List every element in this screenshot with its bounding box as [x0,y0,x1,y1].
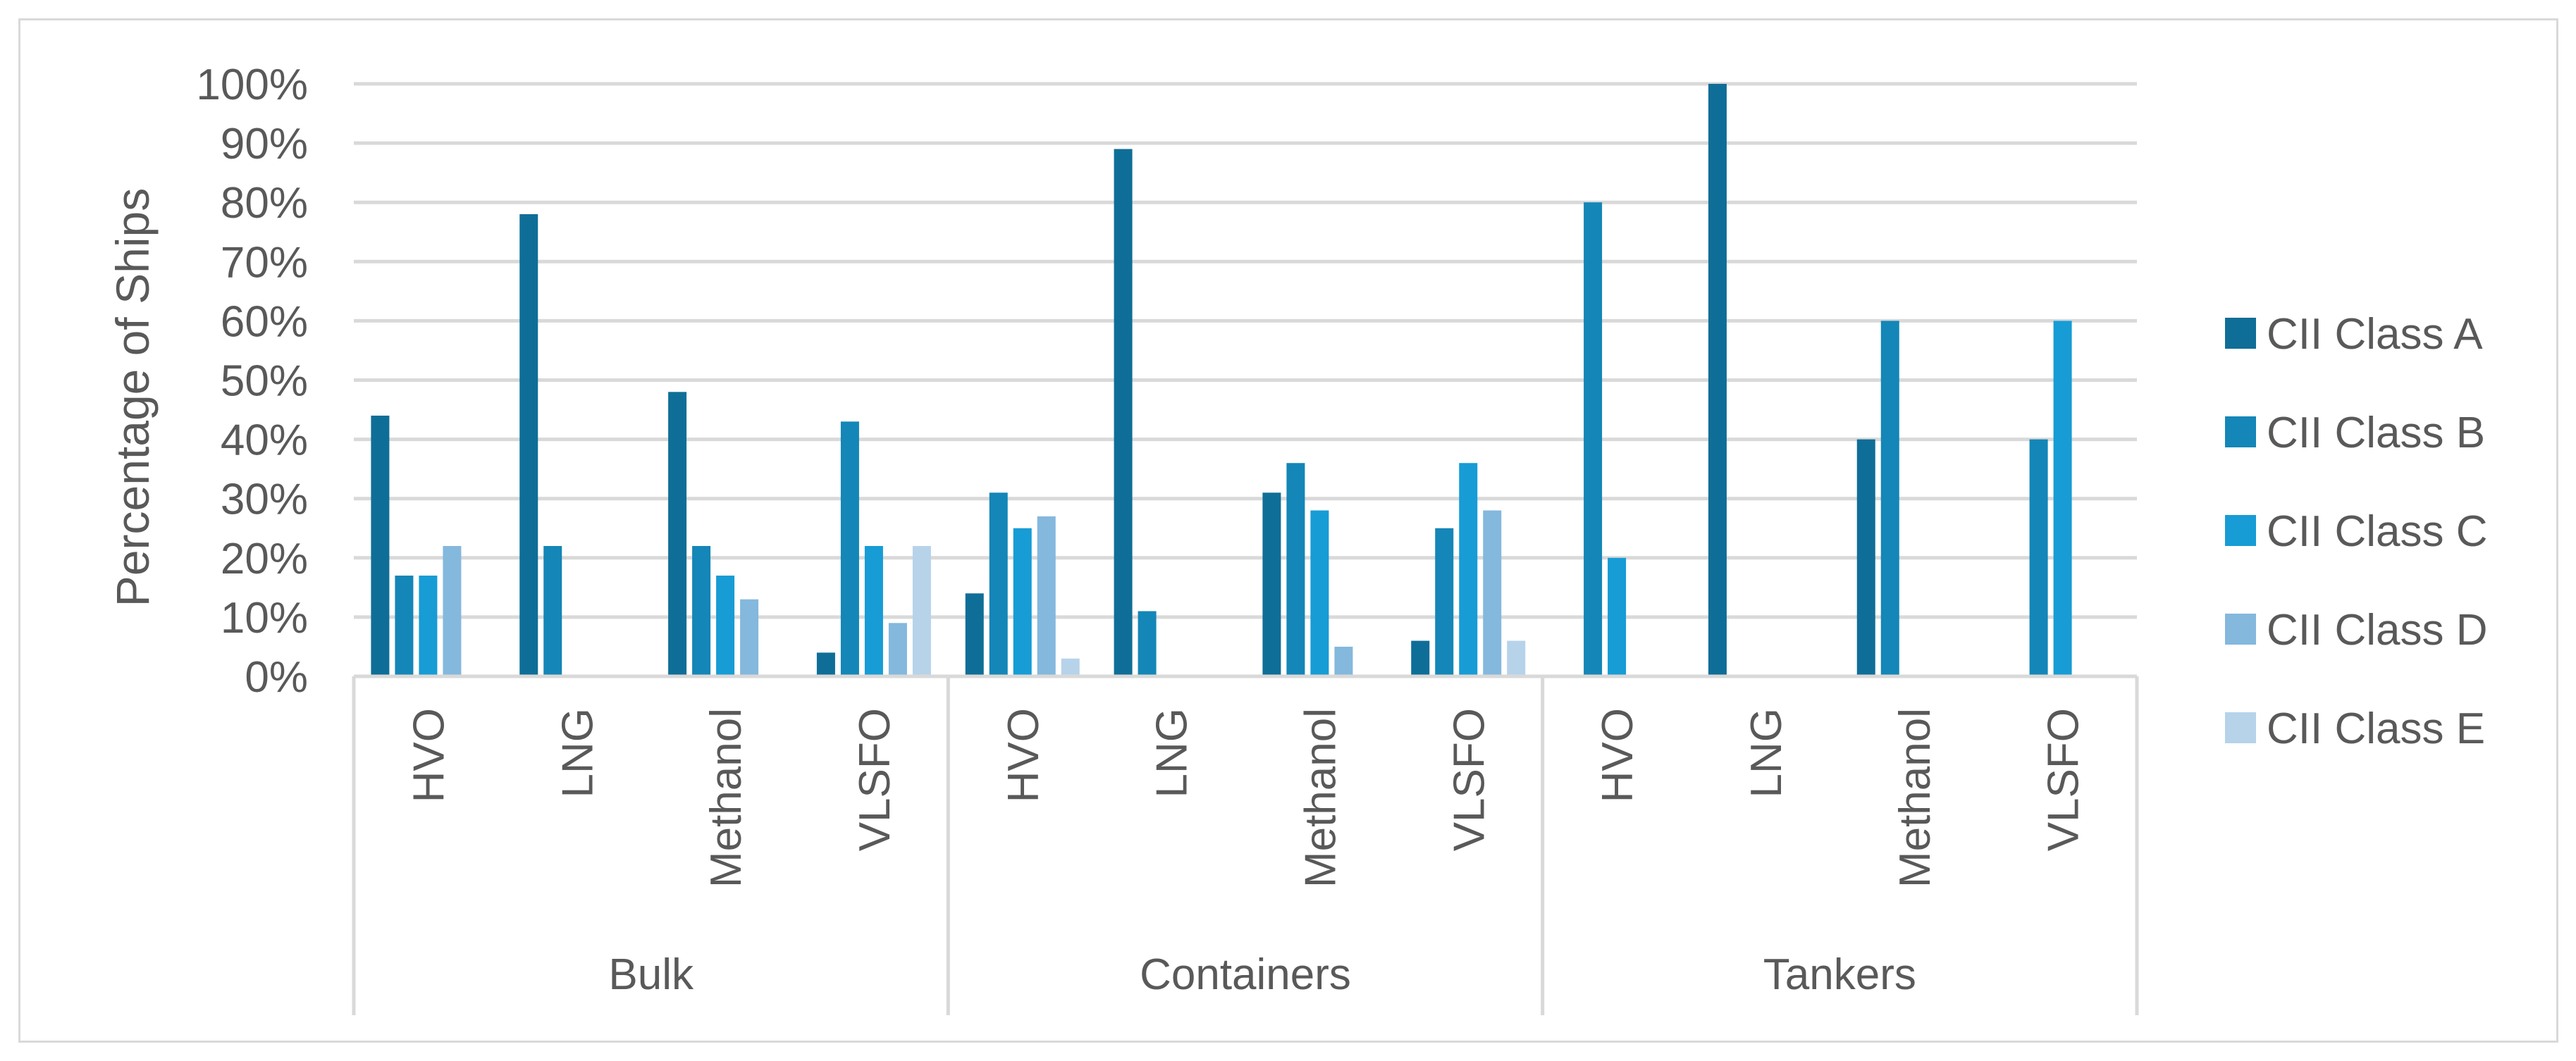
bar-cii-class-a [1708,84,1727,676]
legend-swatch [2225,614,2256,645]
legend-swatch [2225,416,2256,447]
y-tick-label: 90% [221,120,308,168]
y-tick-label: 80% [221,179,308,228]
bar-cii-class-c [2053,321,2072,676]
legend: CII Class A CII Class B CII Class C CII Cla… [2225,310,2487,753]
x-category-label: Methanol [1296,708,1345,888]
bar-cii-class-c [716,576,735,676]
x-category-label: VLSFO [851,708,899,851]
legend-label: CII Class D [2267,606,2487,654]
x-category-label: HVO [405,708,453,802]
x-category-label: VLSFO [1445,708,1493,851]
chart-frame: 0% 10% 20% 30% 40% 50% 60% 70% 80% 90% 100% HVO LNG M… [18,18,2558,1043]
x-category-label: LNG [1148,708,1197,798]
bar-cii-class-b [1286,463,1305,676]
legend-swatch [2225,712,2256,743]
y-tick-label: 10% [221,594,308,643]
bar-cii-class-e [912,545,931,676]
bar-cii-class-c [864,545,883,676]
bar-cii-class-b [989,492,1008,676]
legend-swatch [2225,515,2256,546]
y-tick-label: 0% [245,653,308,702]
bar-cii-class-c [1459,463,1478,676]
x-category-label: Methanol [702,708,751,888]
bar-cii-class-a [1114,149,1133,676]
bar-cii-class-e [1507,640,1526,676]
bar-cii-class-e [1061,658,1080,676]
y-tick-label: 100% [196,61,308,109]
bar-cii-class-b [2029,439,2048,676]
legend-label: CII Class E [2267,705,2485,753]
y-tick-label: 40% [221,416,308,465]
bar-cii-class-a [371,415,390,676]
bar-cii-class-d [888,623,907,676]
legend-swatch [2225,318,2256,349]
bar-cii-class-c [1608,557,1627,676]
bar-cii-class-a [1856,439,1875,676]
x-group-label: Bulk [608,950,694,999]
bar-cii-class-b [1138,611,1157,676]
bar-cii-class-d [443,545,462,676]
bar-cii-class-b [543,545,562,676]
y-axis-title: Percentage of Ships [106,188,159,607]
legend-label: CII Class C [2267,507,2487,556]
x-category-label: LNG [553,708,602,798]
bar-cii-class-b [692,545,711,676]
bar-cii-class-a [1262,492,1281,676]
bar-cii-class-d [1037,516,1056,676]
bar-chart: 0% 10% 20% 30% 40% 50% 60% 70% 80% 90% 100% HVO LNG M… [106,61,2487,1015]
x-group-label: Tankers [1763,950,1916,999]
y-tick-label: 70% [221,238,308,287]
bar-cii-class-d [740,599,759,676]
bars [371,84,2072,676]
bar-cii-class-a [519,214,538,676]
y-tick-label: 60% [221,297,308,346]
bar-cii-class-c [1310,510,1329,676]
bar-cii-class-d [1483,510,1502,676]
x-group-label: Containers [1140,950,1351,999]
bar-cii-class-c [1013,528,1032,676]
bar-cii-class-c [419,576,438,676]
x-category-label: HVO [1594,708,1642,802]
bar-cii-class-a [668,392,687,676]
bar-cii-class-a [816,652,835,676]
x-category-label: HVO [999,708,1048,802]
y-tick-label: 30% [221,476,308,524]
axes: 0% 10% 20% 30% 40% 50% 60% 70% 80% 90% 100% HVO LNG M… [196,61,2139,1015]
x-category-label: Methanol [1891,708,1940,888]
legend-label: CII Class A [2267,310,2483,359]
bar-cii-class-b [1880,321,1899,676]
bar-cii-class-b [395,576,414,676]
gridlines [354,82,2137,619]
bar-cii-class-b [1435,528,1454,676]
y-tick-label: 20% [221,535,308,583]
x-category-label: VLSFO [2040,708,2088,851]
x-category-label: LNG [1742,708,1791,798]
y-tick-label: 50% [221,357,308,406]
bar-cii-class-a [965,593,984,676]
bar-cii-class-a [1411,640,1430,676]
bar-cii-class-b [840,421,859,676]
legend-label: CII Class B [2267,409,2485,457]
bar-cii-class-d [1334,646,1353,676]
bar-cii-class-b [1584,202,1603,676]
